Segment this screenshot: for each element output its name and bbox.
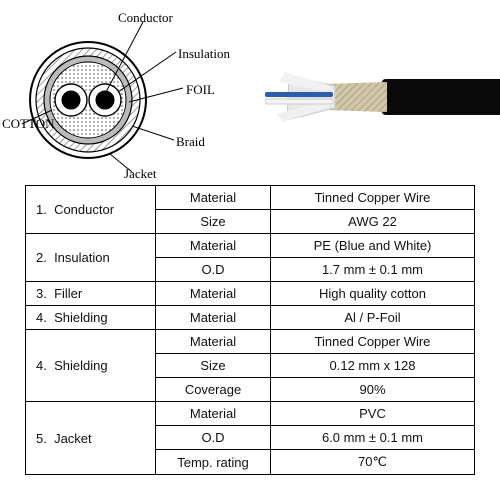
cell-property: Material [156, 330, 271, 354]
spec-table-wrap: 1. ConductorMaterialTinned Copper WireSi… [25, 185, 475, 475]
cell-value: PE (Blue and White) [271, 234, 475, 258]
label-conductor: Conductor [118, 10, 173, 26]
cell-value: 0.12 mm x 128 [271, 354, 475, 378]
spec-table-body: 1. ConductorMaterialTinned Copper WireSi… [26, 186, 475, 475]
cell-value: Tinned Copper Wire [271, 330, 475, 354]
table-row: 4. ShieldingMaterialTinned Copper Wire [26, 330, 475, 354]
table-row: 5. JacketMaterialPVC [26, 402, 475, 426]
cell-value: PVC [271, 402, 475, 426]
cell-value: Tinned Copper Wire [271, 186, 475, 210]
label-braid: Braid [176, 134, 205, 150]
cell-property: Size [156, 354, 271, 378]
cell-property: Material [156, 402, 271, 426]
cell-layer: 4. Shielding [26, 306, 156, 330]
table-row: 3. FillerMaterialHigh quality cotton [26, 282, 475, 306]
cable-photo-svg [265, 62, 500, 132]
cell-property: Temp. rating [156, 450, 271, 475]
cell-layer: 4. Shielding [26, 330, 156, 402]
cell-value: 1.7 mm ± 0.1 mm [271, 258, 475, 282]
cable-stripped-photo [265, 62, 500, 132]
cell-value: High quality cotton [271, 282, 475, 306]
top-section: Conductor Insulation FOIL COTTON Braid J… [0, 0, 500, 180]
label-foil: FOIL [186, 82, 215, 98]
cell-layer: 1. Conductor [26, 186, 156, 234]
cell-property: Coverage [156, 378, 271, 402]
cell-value: AWG 22 [271, 210, 475, 234]
cell-layer: 5. Jacket [26, 402, 156, 475]
cell-layer: 3. Filler [26, 282, 156, 306]
cell-value: Al / P-Foil [271, 306, 475, 330]
cable-cross-section-diagram: Conductor Insulation FOIL COTTON Braid J… [18, 12, 248, 177]
table-row: 4. ShieldingMaterialAl / P-Foil [26, 306, 475, 330]
table-row: 1. ConductorMaterialTinned Copper Wire [26, 186, 475, 210]
cell-property: Size [156, 210, 271, 234]
label-cotton: COTTON [2, 116, 54, 132]
label-jacket: Jacket [124, 166, 156, 182]
spec-table: 1. ConductorMaterialTinned Copper WireSi… [25, 185, 475, 475]
cell-property: O.D [156, 258, 271, 282]
cell-property: Material [156, 306, 271, 330]
cell-property: Material [156, 234, 271, 258]
table-row: 2. InsulationMaterialPE (Blue and White) [26, 234, 475, 258]
cell-value: 6.0 mm ± 0.1 mm [271, 426, 475, 450]
label-insulation: Insulation [178, 46, 230, 62]
cell-property: O.D [156, 426, 271, 450]
cell-layer: 2. Insulation [26, 234, 156, 282]
cell-value: 70℃ [271, 450, 475, 475]
cell-property: Material [156, 282, 271, 306]
cell-property: Material [156, 186, 271, 210]
cell-value: 90% [271, 378, 475, 402]
